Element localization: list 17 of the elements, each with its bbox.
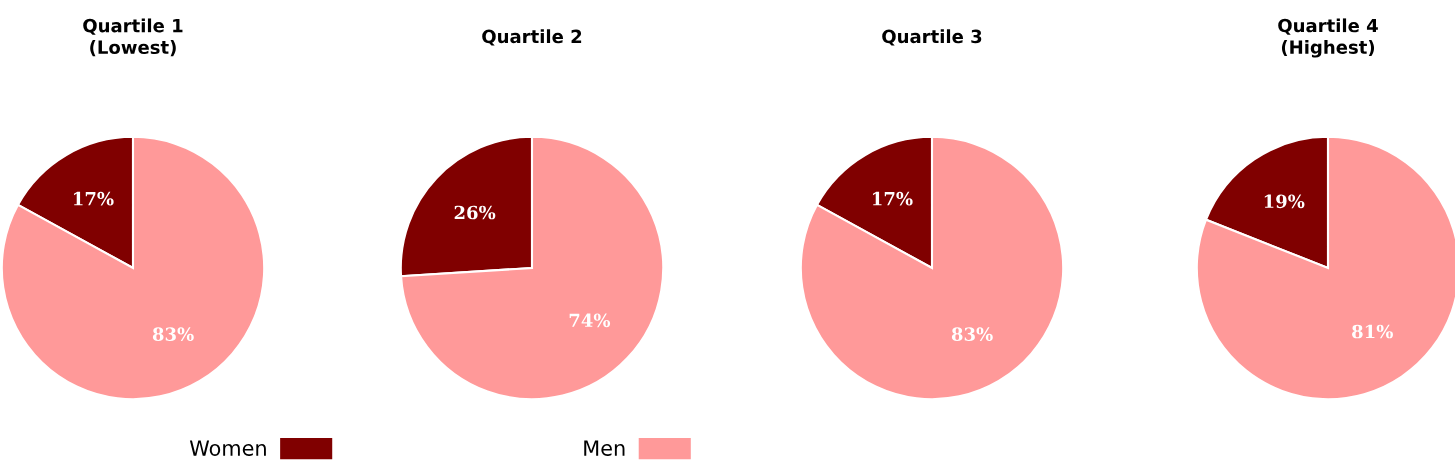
data-label: 26% — [454, 205, 496, 220]
chart-title: Quartile 4 (Highest) — [1278, 18, 1378, 58]
data-label: 19% — [1264, 194, 1305, 209]
pie-slice — [799, 135, 1065, 401]
pie-slice — [0, 135, 266, 401]
pie-slice — [400, 135, 665, 401]
data-label: 81% — [1352, 324, 1393, 339]
data-label: 83% — [951, 327, 993, 341]
data-label: 17% — [73, 191, 114, 206]
legend-label: Women — [189, 440, 266, 456]
legend-label: Men — [584, 440, 625, 456]
chart-title: Quartile 1 (Lowest) — [83, 18, 183, 57]
data-label: 17% — [872, 191, 913, 206]
chart-title: Quartile 3 — [882, 29, 982, 46]
chart-title: Quartile 2 — [482, 29, 582, 46]
data-label: 83% — [152, 327, 194, 341]
data-label: 74% — [569, 313, 611, 328]
